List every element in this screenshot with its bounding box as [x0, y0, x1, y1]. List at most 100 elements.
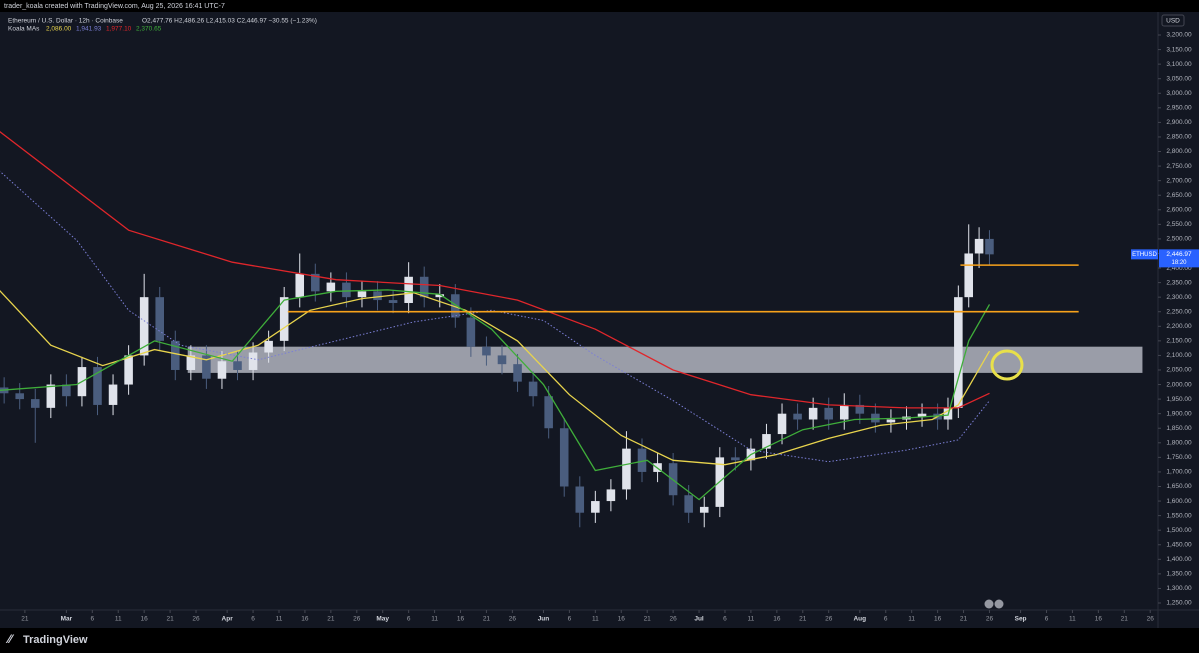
x-tick-label: 21 — [1121, 616, 1129, 623]
y-tick-label: 3,200.00 — [1166, 32, 1192, 39]
x-tick-label: 26 — [353, 616, 361, 623]
candle-body — [528, 381, 538, 397]
x-tick-label: 16 — [1095, 616, 1103, 623]
y-tick-label: 2,150.00 — [1166, 338, 1192, 345]
candle-body — [606, 489, 616, 502]
y-tick-label: 3,100.00 — [1166, 61, 1192, 68]
candle-body — [30, 399, 40, 408]
y-tick-label: 2,750.00 — [1166, 163, 1192, 170]
y-tick-label: 2,350.00 — [1166, 279, 1192, 286]
y-tick-label: 2,300.00 — [1166, 294, 1192, 301]
candle-body — [419, 276, 429, 298]
candle-body — [46, 384, 56, 408]
x-tick-label: 26 — [509, 616, 517, 623]
candle-body — [559, 428, 569, 487]
moving-average — [0, 131, 990, 409]
x-tick-label: 6 — [1045, 616, 1049, 623]
y-tick-label: 2,850.00 — [1166, 134, 1192, 141]
x-tick-label: 11 — [592, 616, 599, 623]
candle-body — [637, 448, 647, 472]
legend-symbol: Ethereum / U.S. Dollar · 12h · Coinbase — [8, 18, 123, 25]
y-tick-label: 2,650.00 — [1166, 192, 1192, 199]
x-tick-label: 6 — [568, 616, 572, 623]
x-tick-label: May — [376, 616, 389, 623]
candle-body — [93, 367, 102, 405]
x-tick-label: 16 — [773, 616, 781, 623]
x-tick-label: 26 — [986, 616, 994, 623]
candle-body — [139, 297, 149, 356]
y-tick-label: 3,050.00 — [1166, 75, 1192, 82]
x-tick-label: Jul — [694, 616, 704, 623]
candle-body — [824, 407, 833, 420]
y-tick-label: 1,950.00 — [1166, 396, 1192, 403]
legend-ma-value: 1,977.10 — [106, 26, 132, 33]
y-tick-label: 1,250.00 — [1166, 600, 1192, 607]
candle-body — [233, 361, 242, 370]
x-tick-label: 21 — [327, 616, 335, 623]
price-tag-label: 2,446.97 — [1166, 251, 1192, 258]
candle-body — [295, 273, 305, 298]
x-tick-label: 11 — [115, 616, 122, 623]
y-tick-label: 1,550.00 — [1166, 512, 1192, 519]
y-tick-label: 2,550.00 — [1166, 221, 1192, 228]
x-tick-label: Apr — [222, 616, 234, 623]
candle-body — [482, 346, 491, 356]
candle-body — [855, 404, 865, 414]
candle-body — [575, 486, 585, 513]
x-tick-label: 6 — [90, 616, 94, 623]
x-tick-label: 21 — [799, 616, 807, 623]
x-tick-label: Sep — [1015, 616, 1027, 623]
x-tick-label: 16 — [141, 616, 149, 623]
y-tick-label: 1,300.00 — [1166, 585, 1192, 592]
candle-body — [373, 291, 382, 301]
y-tick-label: 2,600.00 — [1166, 206, 1192, 213]
moving-average — [0, 289, 991, 501]
x-tick-label: 6 — [407, 616, 411, 623]
x-tick-label: 11 — [1069, 616, 1076, 623]
legend-ma-value: 2,370.65 — [136, 26, 162, 33]
currency-box[interactable] — [1161, 14, 1185, 27]
candle-body — [871, 413, 880, 423]
candle-body — [622, 448, 631, 490]
y-tick-label: 2,100.00 — [1166, 352, 1192, 359]
chart-layer: 1,250.00 1,300.00 1,350.00 1,400.00 1,450.00… — [0, 32, 1192, 623]
y-tick-label: 1,700.00 — [1166, 469, 1192, 476]
candle-body — [171, 340, 180, 370]
y-tick-label: 2,800.00 — [1166, 148, 1192, 155]
candle-body — [124, 355, 133, 385]
candle-body — [108, 384, 118, 405]
candle-body — [731, 457, 740, 461]
event-icon[interactable] — [994, 599, 1004, 609]
footer-logo: TradingView — [23, 634, 88, 646]
candle-body — [544, 396, 553, 429]
y-tick-label: 2,950.00 — [1166, 105, 1192, 112]
y-tick-label: 2,050.00 — [1166, 367, 1192, 374]
y-tick-label: 1,350.00 — [1166, 571, 1192, 578]
currency[interactable]: USD — [1166, 18, 1180, 25]
x-tick-label: 21 — [960, 616, 968, 623]
candle-body — [684, 495, 693, 513]
candle-body — [15, 393, 24, 400]
candle-body — [311, 273, 320, 292]
y-tick-label: 2,900.00 — [1166, 119, 1192, 126]
price-axis — [1158, 12, 1199, 628]
candle-body — [186, 355, 196, 370]
candle-body — [954, 297, 963, 408]
y-tick-label: 3,150.00 — [1166, 46, 1192, 53]
y-tick-label: 1,400.00 — [1166, 556, 1192, 563]
y-tick-label: 2,000.00 — [1166, 381, 1192, 388]
x-tick-label: 16 — [301, 616, 309, 623]
candle-body — [886, 419, 896, 423]
candle-body — [917, 413, 927, 417]
legend-ohlc: O2,477.76 H2,486.26 L2,415.03 C2,446.97 … — [142, 18, 317, 25]
y-tick-label: 2,250.00 — [1166, 308, 1192, 315]
x-tick-label: 21 — [21, 616, 29, 623]
x-tick-label: 11 — [908, 616, 915, 623]
y-tick-label: 1,500.00 — [1166, 527, 1192, 534]
event-icon[interactable] — [984, 599, 994, 609]
candle-body — [466, 317, 476, 347]
logo-icon: ⁄⁄ — [5, 632, 15, 646]
candle-body — [777, 413, 787, 435]
